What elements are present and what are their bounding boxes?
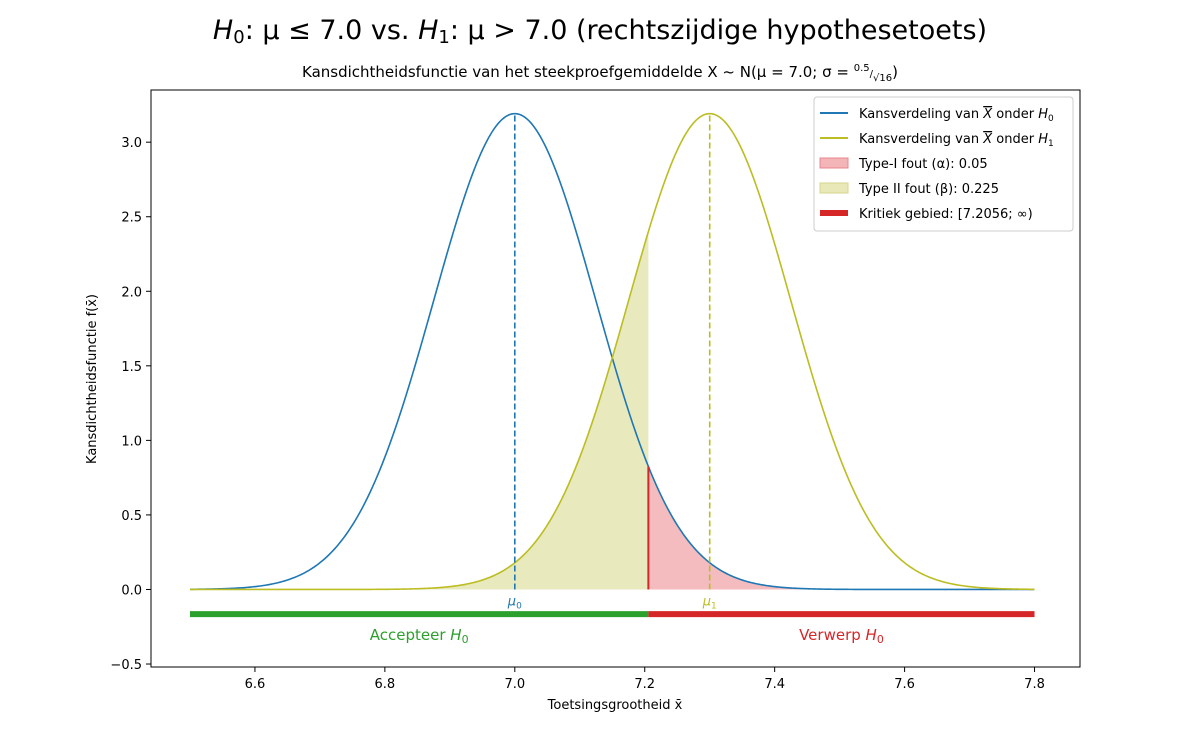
mu0-label: μ0: [507, 594, 522, 611]
legend-patch-swatch: [819, 182, 849, 194]
legend: Kansverdeling van X onder H0 Kansverdelin…: [813, 96, 1074, 232]
y-tick-label: 2.5: [121, 211, 142, 226]
accept-region-label: Accepteer H0: [370, 626, 469, 646]
y-axis-label: Kansdichtheidsfunctie f(x̄): [85, 294, 100, 464]
y-tick-label: 0.0: [121, 583, 142, 598]
legend-entry-label: Type-I fout (α): 0.05: [858, 157, 988, 172]
y-tick-label: 1.5: [121, 360, 142, 375]
chart-subtitle: Kansdichtheidsfunctie van het steekproef…: [302, 63, 898, 84]
x-tick-label: 7.6: [894, 677, 915, 692]
y-tick-label: 1.0: [121, 434, 142, 449]
x-axis-label: Toetsingsgrootheid x̄: [547, 698, 683, 713]
beta-area: [189, 231, 649, 590]
x-tick-label: 7.2: [634, 677, 655, 692]
mu1-label: μ1: [702, 594, 717, 611]
x-tick-label: 7.0: [504, 677, 525, 692]
x-tick-label: 6.6: [245, 677, 266, 692]
legend-entry-label: Type II fout (β): 0.225: [858, 182, 999, 197]
legend-entry-label: Kansverdeling van X onder H0: [859, 107, 1054, 124]
chart-title: H0​: μ ≤ 7.0 vs. H1​: μ > 7.0 (rechtszij…: [213, 15, 987, 48]
legend-entry-label: Kritiek gebied: [7.2056; ∞): [859, 207, 1033, 222]
y-tick-label: 0.5: [121, 509, 142, 524]
y-tick-label: −0.5: [110, 658, 142, 673]
legend-entry-label: Kansverdeling van X onder H1: [859, 132, 1054, 149]
x-tick-label: 6.8: [375, 677, 396, 692]
axes-frame: [150, 89, 1081, 668]
legend-box: [813, 96, 1074, 232]
y-tick-label: 3.0: [121, 136, 142, 151]
y-tick-label: 2.0: [121, 285, 142, 300]
x-tick-label: 7.4: [764, 677, 785, 692]
alpha-area: [648, 466, 1035, 590]
h1-curve: [189, 112, 1035, 591]
reject-region-label: Verwerp H0: [799, 626, 884, 646]
plot-area: μ0 μ1 Accepteer H0 Verwerp H0 6.6 6.8 7.0 7.2 7.…: [110, 89, 1081, 692]
x-tick-label: 7.8: [1024, 677, 1045, 692]
legend-patch-swatch: [819, 157, 849, 169]
